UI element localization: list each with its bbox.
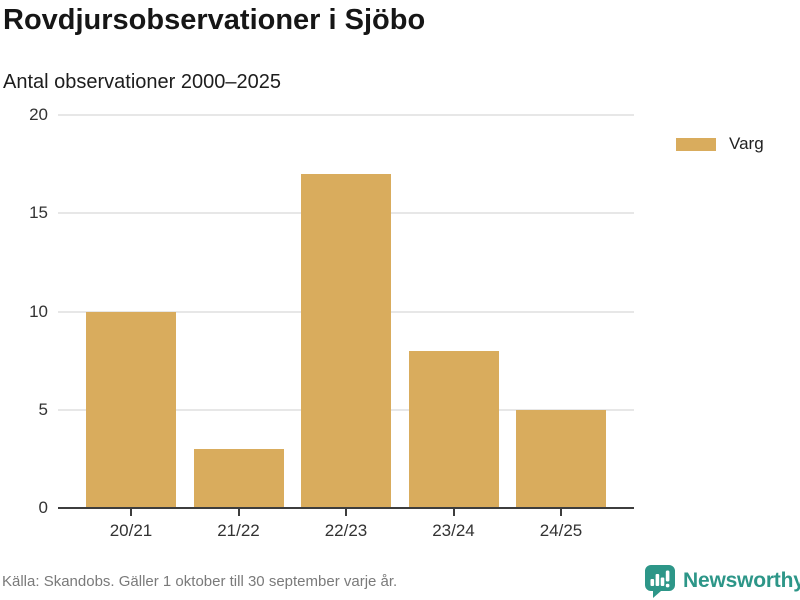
bar-22/23 [301,173,391,508]
y-axis-label-10: 10 [29,301,48,321]
bar-23/24 [408,350,499,508]
newsworthy-bubble-chart-icon [645,565,675,598]
x-axis-tick-20/21 [130,509,132,516]
legend-swatch [676,137,716,151]
plot-area: 0 5 10 15 20 20/21 21/22 22/23 23/24 24/25 [29,105,634,540]
bar-20/21 [86,311,176,508]
y-axis-label-0: 0 [38,498,48,517]
y-axis-label-15: 15 [29,203,48,223]
newsworthy-wordmark: Newsworthy [683,569,800,592]
x-axis-label-20/21: 20/21 [109,521,153,540]
x-axis-label-23/24: 23/24 [432,521,475,540]
x-axis-tick-24/25 [560,509,562,516]
legend-item-varg: Varg [676,134,764,154]
x-axis-label-21/22: 21/22 [217,521,260,540]
bar-24/25 [516,409,606,508]
x-axis-tick-21/22 [237,509,240,516]
legend-label: Varg [729,134,764,153]
chart-title: Rovdjursobservationer i Sjöbo [3,4,426,36]
newsworthy-logo: Newsworthy [644,564,800,598]
y-axis-label-5: 5 [38,399,48,419]
x-axis-label-22/23: 22/23 [324,521,368,540]
y-axis-label-20: 20 [29,105,48,124]
source-note: Källa: Skandobs. Gäller 1 oktober till 3… [2,573,398,590]
x-axis-label-24/25: 24/25 [539,521,583,540]
bar-21/22 [193,449,284,508]
chart-subtitle: Antal observationer 2000–2025 [3,71,281,93]
x-axis-tick-22/23 [345,509,347,516]
legend: Varg [676,134,764,154]
x-axis-line [58,507,634,509]
x-axis-tick-23/24 [452,509,455,516]
gridline-y20 [58,114,634,116]
